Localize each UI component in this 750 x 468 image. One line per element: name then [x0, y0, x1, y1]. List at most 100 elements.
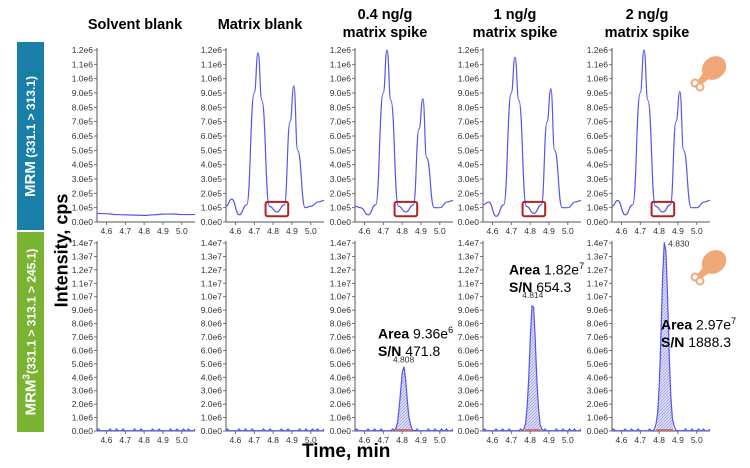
column-title-0-4-spike: 0.4 ng/g matrix spike: [342, 7, 428, 41]
trace-line: [482, 304, 582, 432]
y-tick-label: 3.0e5: [458, 174, 480, 184]
y-tick-label: 1.0e6: [458, 413, 480, 423]
y-tick-label: 6.0e5: [587, 131, 609, 141]
x-tick-label: 4.6: [616, 226, 628, 236]
y-tick-label: 1.0e5: [72, 203, 94, 213]
peak-rt-label: 4.830: [668, 238, 690, 248]
x-tick-label: 4.8: [267, 226, 279, 236]
y-tick-label: 0.0e0: [330, 217, 352, 227]
column-title-2-spike: 2 ng/g matrix spike: [604, 7, 690, 41]
y-tick-label: 5.0e5: [330, 145, 352, 155]
y-tick-label: 7.0e5: [587, 117, 609, 127]
y-tick-label: 6.0e6: [201, 345, 223, 355]
y-tick-label: 1.0e6: [201, 74, 223, 84]
y-tick-label: 1.2e7: [72, 265, 94, 275]
y-tick-label: 1.0e7: [458, 292, 480, 302]
y-tick-label: 1.0e7: [72, 292, 94, 302]
y-tick-label: 5.0e5: [201, 145, 223, 155]
y-tick-label: 8.0e6: [458, 319, 480, 329]
x-tick-label: 4.7: [634, 435, 646, 445]
drumstick-icon-knuckle: [695, 82, 705, 92]
y-tick-label: 1.0e5: [458, 203, 480, 213]
x-tick-label: 4.7: [634, 226, 646, 236]
y-tick-label: 3.0e5: [587, 174, 609, 184]
x-tick-label: 5.0: [305, 435, 317, 445]
y-tick-label: 6.0e6: [458, 345, 480, 355]
y-tick-label: 1.2e6: [330, 45, 352, 55]
y-tick-label: 8.0e5: [330, 102, 352, 112]
y-tick-label: 2.0e5: [330, 188, 352, 198]
x-tick-label: 4.7: [248, 226, 260, 236]
y-tick-label: 6.0e6: [72, 345, 94, 355]
trace-line: [96, 428, 196, 432]
x-tick-label: 4.8: [653, 435, 665, 445]
x-tick-label: 4.6: [101, 226, 113, 236]
x-tick-label: 4.6: [359, 435, 371, 445]
y-tick-label: 1.3e7: [201, 251, 223, 261]
y-tick-label: 6.0e5: [72, 131, 94, 141]
y-tick-label: 5.0e5: [72, 145, 94, 155]
x-tick-label: 4.8: [138, 435, 150, 445]
x-tick-label: 5.0: [434, 226, 446, 236]
y-tick-label: 6.0e5: [458, 131, 480, 141]
trace-line: [96, 212, 195, 217]
x-tick-label: 4.6: [616, 435, 628, 445]
x-tick-label: 4.8: [396, 435, 408, 445]
y-tick-label: 5.0e6: [587, 359, 609, 369]
y-tick-label: 5.0e6: [72, 359, 94, 369]
x-tick-label: 4.9: [543, 226, 555, 236]
y-tick-label: 0.0e0: [587, 426, 609, 436]
y-tick-label: 9.0e6: [587, 305, 609, 315]
y-tick-label: 9.0e6: [72, 305, 94, 315]
x-tick-label: 5.0: [562, 226, 574, 236]
y-tick-label: 4.0e5: [330, 160, 352, 170]
y-tick-label: 1.3e7: [72, 251, 94, 261]
x-tick-label: 4.6: [101, 435, 113, 445]
y-tick-label: 1.2e6: [72, 45, 94, 55]
x-tick-label: 5.0: [176, 435, 188, 445]
x-axis-label: Time, min: [302, 441, 391, 462]
y-tick-label: 1.0e6: [458, 74, 480, 84]
x-tick-label: 4.6: [230, 226, 242, 236]
y-tick-label: 0.0e0: [587, 217, 609, 227]
drumstick-icon-bone: [697, 72, 710, 85]
x-tick-label: 4.9: [672, 226, 684, 236]
y-tick-label: 6.0e6: [330, 345, 352, 355]
column-title-solvent-blank: Solvent blank: [87, 17, 183, 33]
y-tick-label: 1.0e6: [201, 413, 223, 423]
y-tick-label: 5.0e6: [458, 359, 480, 369]
y-tick-label: 1.2e6: [201, 45, 223, 55]
peak-rt-label: 4.814: [522, 290, 544, 300]
y-tick-label: 8.0e5: [458, 102, 480, 112]
y-tick-label: 8.0e6: [72, 319, 94, 329]
highlight-box: [393, 200, 419, 218]
y-tick-label: 1.1e7: [587, 278, 609, 288]
y-tick-label: 3.0e6: [587, 386, 609, 396]
column-title-matrix-blank: Matrix blank: [217, 17, 303, 33]
drumstick-icon-knuckle: [695, 276, 705, 286]
x-tick-label: 4.6: [487, 226, 499, 236]
x-tick-label: 4.9: [415, 435, 427, 445]
y-tick-label: 0.0e0: [458, 217, 480, 227]
y-tick-label: 9.0e6: [330, 305, 352, 315]
y-tick-label: 1.0e7: [330, 292, 352, 302]
y-tick-label: 1.0e6: [587, 74, 609, 84]
y-tick-label: 1.2e7: [201, 265, 223, 275]
y-tick-label: 1.0e5: [330, 203, 352, 213]
y-tick-label: 9.0e6: [458, 305, 480, 315]
y-tick-label: 1.2e7: [330, 265, 352, 275]
y-tick-label: 2.0e6: [587, 399, 609, 409]
y-tick-label: 8.0e5: [587, 102, 609, 112]
x-tick-label: 5.0: [691, 226, 703, 236]
y-tick-label: 1.2e7: [458, 265, 480, 275]
trace-line: [225, 428, 325, 432]
column-title-1-spike: 1 ng/g matrix spike: [472, 7, 558, 41]
y-tick-label: 4.0e6: [587, 372, 609, 382]
y-tick-label: 2.0e5: [458, 188, 480, 198]
x-tick-label: 4.9: [157, 435, 169, 445]
x-tick-label: 4.8: [267, 435, 279, 445]
y-tick-label: 9.0e5: [587, 88, 609, 98]
y-tick-label: 9.0e6: [201, 305, 223, 315]
y-tick-label: 8.0e5: [201, 102, 223, 112]
y-tick-label: 1.3e7: [587, 251, 609, 261]
